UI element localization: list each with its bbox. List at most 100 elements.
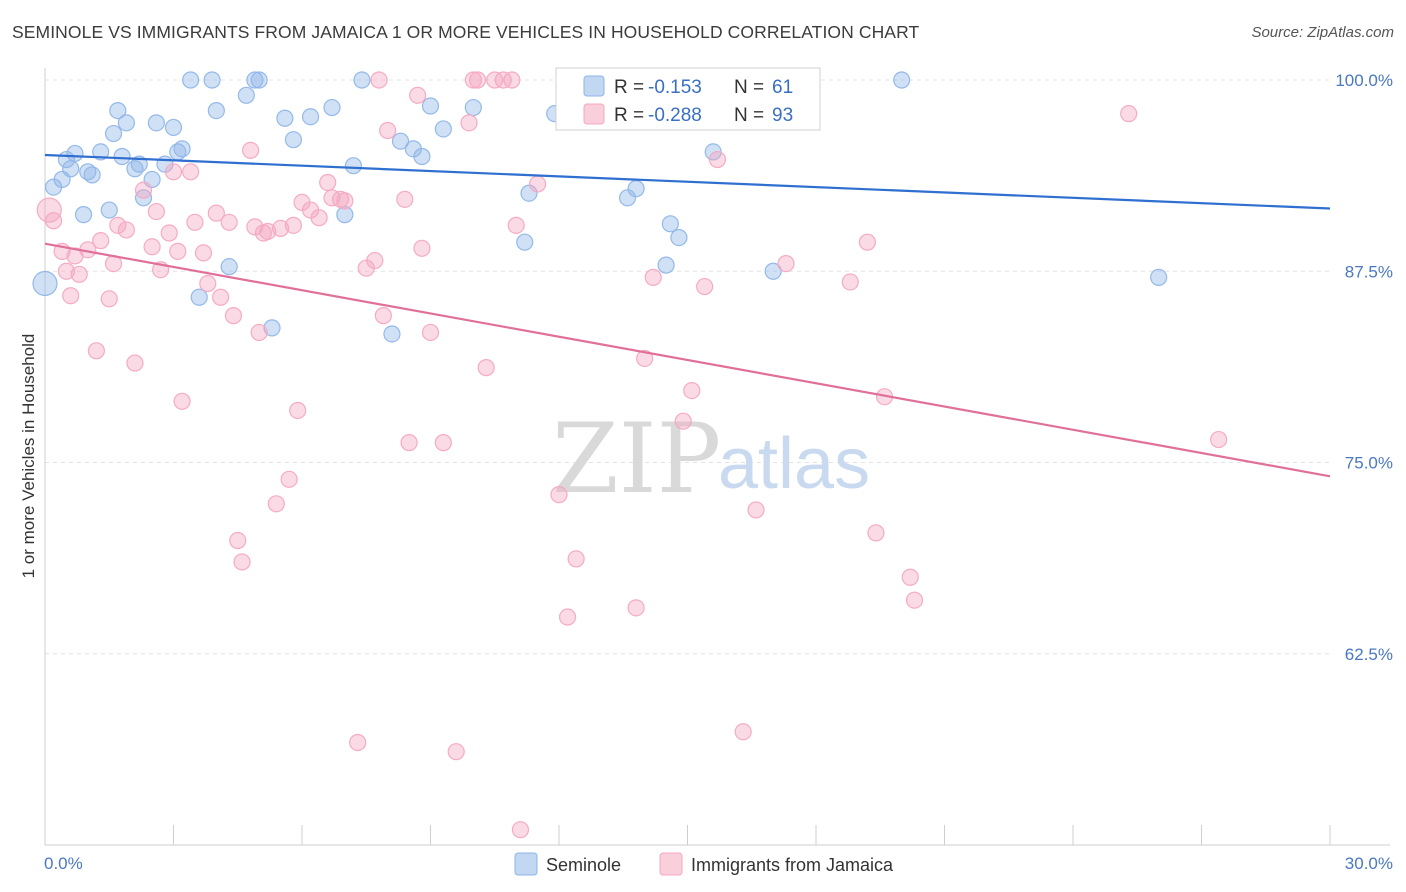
jamaica-point <box>464 71 482 89</box>
jamaica-point <box>901 568 919 586</box>
x-tick-label: 0.0% <box>44 854 83 873</box>
jamaica-point <box>143 238 161 256</box>
y-tick-label: 62.5% <box>1345 645 1393 664</box>
source-label: Source: ZipAtlas.com <box>1251 24 1394 41</box>
seminole-point <box>66 144 84 163</box>
jamaica-point <box>905 591 924 609</box>
legend-n-label: N = <box>734 105 764 126</box>
jamaica-point <box>400 434 418 452</box>
seminole-point <box>353 71 371 89</box>
jamaica-point <box>550 486 568 504</box>
jamaica-point <box>413 239 431 257</box>
jamaica-point <box>567 550 585 568</box>
jamaica-point <box>558 608 577 626</box>
seminole-point <box>421 97 440 115</box>
seminole-point <box>62 160 80 178</box>
seminole-point <box>520 184 538 202</box>
jamaica-point <box>469 71 487 89</box>
jamaica-point <box>284 216 303 234</box>
legend-r-label: R = <box>614 77 644 98</box>
seminole-point <box>74 206 93 224</box>
jamaica-point <box>708 150 727 169</box>
jamaica-point <box>207 204 225 222</box>
jamaica-point <box>229 531 247 550</box>
legend-r-value: -0.288 <box>648 105 702 126</box>
y-tick-labels: 100.0% 87.5% 75.0% 62.5% <box>1335 71 1393 664</box>
jamaica-point <box>867 524 885 542</box>
seminole-point <box>661 215 679 233</box>
jamaica-point <box>460 114 478 132</box>
seminole-point <box>246 71 264 89</box>
jamaica-point <box>271 219 290 238</box>
jamaica-point <box>310 209 328 227</box>
jamaica-point <box>336 192 354 210</box>
jamaica-point <box>169 242 187 260</box>
jamaica-point <box>220 213 238 231</box>
jamaica-point <box>186 213 204 231</box>
jamaica-point <box>289 401 307 420</box>
jamaica-point <box>696 277 714 296</box>
zipatlas-watermark: ZIP atlas <box>552 403 870 515</box>
jamaica-trend-line <box>44 242 1331 478</box>
x-tick-labels: 0.0% 30.0% <box>44 854 1393 873</box>
jamaica-point <box>117 221 135 239</box>
y-tick-label: 87.5% <box>1345 262 1393 281</box>
seminole-point <box>383 325 401 343</box>
seminole-point <box>207 101 225 120</box>
data-points <box>32 71 1228 839</box>
seminole-point <box>237 86 255 104</box>
jamaica-point <box>447 743 465 761</box>
jamaica-point <box>100 290 118 308</box>
jamaica-point <box>212 288 230 306</box>
seminole-point <box>464 98 482 117</box>
legend-swatch <box>583 75 605 97</box>
jamaica-point <box>194 244 213 262</box>
bottom-legend-label: Seminole <box>546 855 621 875</box>
jamaica-point <box>409 86 427 104</box>
jamaica-point <box>507 216 525 234</box>
seminole-point <box>413 147 431 166</box>
seminole-point <box>92 143 110 161</box>
jamaica-point <box>734 723 752 741</box>
seminole-point <box>434 120 452 138</box>
jamaica-point <box>109 216 127 234</box>
seminole-point <box>670 228 688 247</box>
seminole-point <box>32 270 58 297</box>
jamaica-point <box>1120 105 1138 123</box>
legend-n-value: 61 <box>772 77 793 98</box>
legend-n-value: 93 <box>772 105 793 126</box>
seminole-point <box>284 131 303 149</box>
seminole-point <box>109 101 127 120</box>
seminole-point <box>323 98 341 117</box>
seminole-point <box>764 262 782 280</box>
jamaica-point <box>370 71 388 89</box>
legend-r-value: -0.153 <box>648 77 702 98</box>
jamaica-point <box>267 495 285 513</box>
legend-box: R = -0.153 N = 61 R = -0.288 N = 93 <box>555 67 821 131</box>
seminole-point <box>190 288 208 306</box>
seminole-point <box>164 118 183 137</box>
seminole-point <box>250 71 268 89</box>
seminole-point <box>263 319 281 337</box>
jamaica-point <box>396 190 414 208</box>
seminole-point <box>516 233 534 251</box>
jamaica-point <box>379 121 397 140</box>
jamaica-point <box>374 307 392 325</box>
legend-n-label: N = <box>734 77 764 98</box>
jamaica-point <box>280 470 298 488</box>
jamaica-point <box>323 189 341 207</box>
jamaica-point <box>62 287 80 305</box>
jamaica-point <box>160 224 178 242</box>
jamaica-point <box>627 599 645 617</box>
jamaica-point <box>36 197 62 223</box>
bottom-legend-swatch <box>659 852 683 876</box>
jamaica-point <box>250 323 268 342</box>
jamaica-point <box>644 268 662 286</box>
jamaica-point <box>92 232 110 250</box>
jamaica-point <box>164 163 183 181</box>
bottom-legend: Seminole Immigrants from Jamaica <box>514 852 894 876</box>
seminole-point <box>203 71 221 89</box>
y-tick-label: 75.0% <box>1345 454 1393 473</box>
jamaica-point <box>224 307 243 325</box>
seminole-point <box>113 147 131 166</box>
